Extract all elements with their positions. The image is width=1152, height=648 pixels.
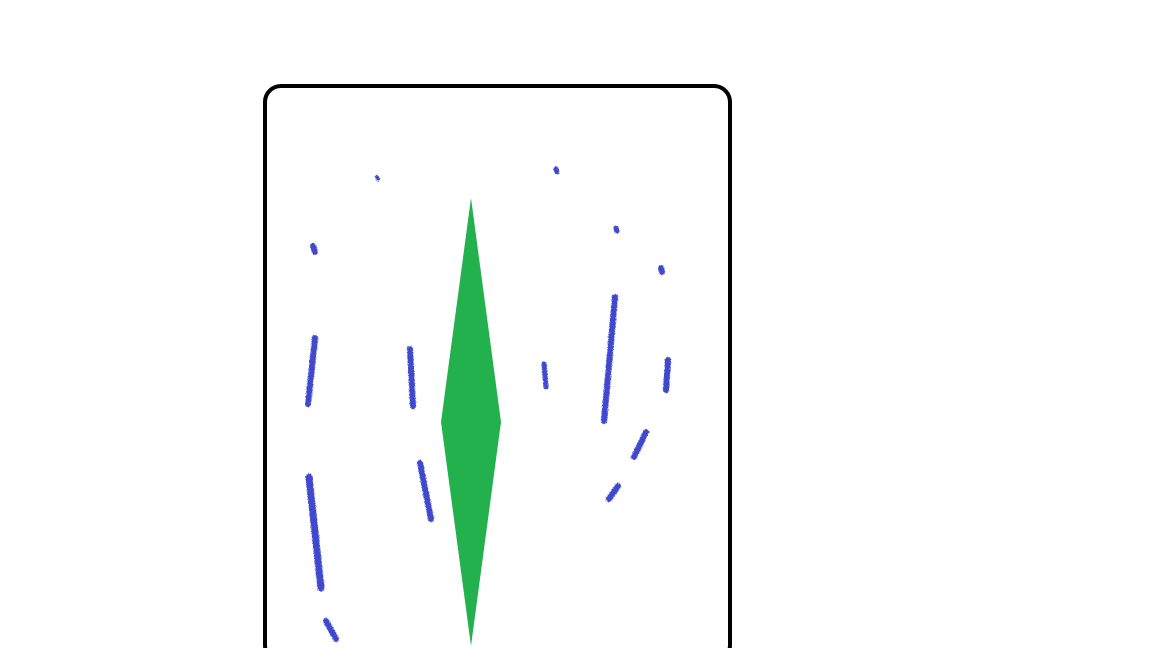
debris-streak <box>601 294 618 424</box>
playfield-border <box>263 84 732 648</box>
debris-streak <box>305 473 325 592</box>
debris-layer <box>305 166 671 642</box>
debris-streak <box>663 357 671 393</box>
debris-streak <box>407 346 416 409</box>
debris-streak <box>417 460 434 522</box>
debris-dot <box>310 243 318 255</box>
debris-streak <box>541 361 549 390</box>
debris-streak <box>631 429 649 460</box>
debris-dot <box>553 166 560 175</box>
debris-streak <box>305 335 318 407</box>
debris-streak <box>606 483 621 502</box>
debris-dot <box>658 265 665 275</box>
player-diamond[interactable] <box>441 198 501 646</box>
debris-dot <box>613 225 620 234</box>
debris-streak <box>323 618 339 642</box>
debris-dot <box>375 175 380 181</box>
